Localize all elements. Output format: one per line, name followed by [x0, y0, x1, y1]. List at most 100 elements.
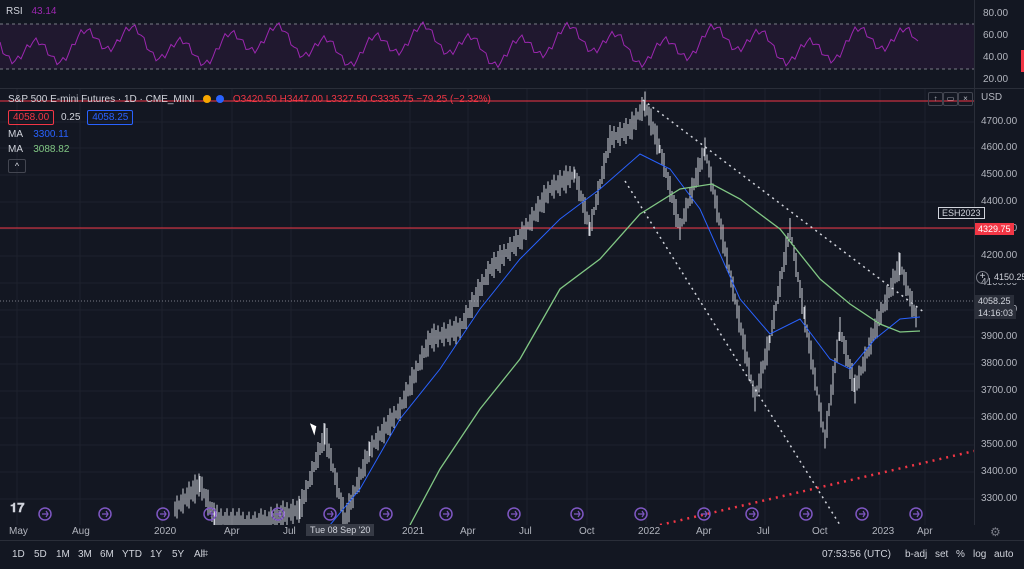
range-button-1d[interactable]: 1D	[12, 549, 25, 560]
last-price-tag: 4058.25	[975, 295, 1014, 307]
dividend-arrow-icon	[855, 507, 869, 521]
time-tick: Jul	[519, 526, 532, 537]
time-tick: Apr	[917, 526, 933, 537]
price-axis[interactable]: USD 4700.004600.004500.004400.004300.004…	[974, 89, 1024, 525]
time-tick: 2023	[872, 526, 895, 537]
rsi-axis-marker	[1021, 50, 1024, 72]
price-tick: 3300.00	[981, 493, 1018, 504]
price-tick: 4200.00	[981, 250, 1018, 261]
ma-fast-legend[interactable]: MA 3300.11	[8, 129, 69, 140]
ma-fast-line	[329, 153, 921, 526]
price-chart	[0, 89, 975, 527]
ma-slow-legend[interactable]: MA 3088.82	[8, 144, 69, 155]
candles	[174, 91, 917, 525]
bar-countdown: 14:16:03	[975, 307, 1017, 319]
bottom-toolbar[interactable]: 1D 5D 1M 3M 6M YTD 1Y 5Y All ⌗ 07:53:56 (UTC) b-…	[0, 540, 1024, 569]
rsi-tick: 80.00	[983, 8, 1009, 19]
channel-lower-trendline	[624, 180, 841, 526]
ask-price[interactable]: 4058.25	[87, 110, 134, 125]
range-button-all[interactable]: All	[194, 549, 206, 560]
rsi-value: 43.14	[31, 6, 57, 17]
collapse-legend-button[interactable]: ^	[8, 159, 26, 173]
symbol-legend[interactable]: S&P 500 E-mini Futures · 1D · CME_MINI O…	[8, 94, 491, 105]
crosshair-date-label: Tue 08 Sep '20	[306, 524, 375, 536]
main-chart-pane[interactable]: S&P 500 E-mini Futures · 1D · CME_MINI O…	[0, 89, 975, 527]
dividend-arrow-icon	[507, 507, 521, 521]
date-range-calendar-icon[interactable]: ⌗	[202, 548, 209, 560]
time-tick: Jul	[283, 526, 296, 537]
rsi-legend[interactable]: RSI 43.14	[6, 6, 56, 17]
scale-control-log[interactable]: log	[973, 549, 987, 560]
price-tick: 3500.00	[981, 439, 1018, 450]
time-tick: Jul	[757, 526, 770, 537]
rsi-pane[interactable]: RSI 43.14	[0, 0, 974, 88]
time-tick: Oct	[579, 526, 595, 537]
dividend-arrow-icon	[271, 507, 285, 521]
ma-fast-value: 3300.11	[33, 129, 69, 140]
symbol-title: S&P 500 E-mini Futures · 1D · CME_MINI	[8, 94, 195, 105]
symbol-tag: ESH2023	[938, 207, 985, 219]
time-tick: Apr	[224, 526, 240, 537]
dividend-arrow-icon	[909, 507, 923, 521]
rsi-tick: 40.00	[983, 52, 1009, 63]
range-button-1m[interactable]: 1M	[56, 549, 70, 560]
support-trendline	[659, 449, 975, 527]
price-tick: 3700.00	[981, 385, 1018, 396]
ohlc-values: O3420.50 H3447.00 L3327.50 C3335.75 −79.…	[232, 94, 491, 105]
price-tick: 4700.00	[981, 116, 1018, 127]
scale-control-auto[interactable]: auto	[994, 549, 1014, 560]
currency-label[interactable]: USD	[981, 92, 1003, 103]
time-tick: 2022	[638, 526, 661, 537]
price-tick: 3800.00	[981, 358, 1018, 369]
dividend-arrow-icon	[745, 507, 759, 521]
ma-fast-label: MA	[8, 129, 23, 140]
dividend-arrow-icon	[799, 507, 813, 521]
pane-divider[interactable]	[0, 88, 1024, 89]
rsi-axis[interactable]: 80.00 60.00 40.00 20.00	[974, 0, 1024, 88]
range-button-ytd[interactable]: YTD	[122, 549, 142, 560]
time-axis[interactable]: May Aug 2020 Apr Jul 2021 Apr Jul Oct 2022 Apr Jul O…	[0, 522, 974, 540]
resistance-price-tag: 4329.75	[975, 223, 1014, 235]
exchange-dot-icon	[203, 95, 212, 104]
time-tick: Apr	[460, 526, 476, 537]
dividend-arrow-icon	[697, 507, 711, 521]
settings-gear-icon[interactable]: ⚙	[990, 525, 1001, 539]
scale-control-set[interactable]: set	[935, 549, 949, 560]
dividend-arrow-icon	[439, 507, 453, 521]
close-icon[interactable]: ×	[958, 92, 973, 106]
ma-slow-label: MA	[8, 144, 23, 155]
dividend-arrow-icon	[38, 507, 52, 521]
tradingview-logo-icon[interactable]: 𝟏𝟕	[10, 500, 25, 515]
maximize-icon[interactable]: ▭	[943, 92, 958, 106]
utc-clock[interactable]: 07:53:56 (UTC)	[822, 549, 891, 560]
channel-upper-trendline	[642, 99, 926, 314]
range-button-5d[interactable]: 5D	[34, 549, 47, 560]
range-button-5y[interactable]: 5Y	[172, 549, 185, 560]
range-button-3m[interactable]: 3M	[78, 549, 92, 560]
dividend-arrow-icon	[323, 507, 337, 521]
bid-price[interactable]: 4058.00	[8, 110, 55, 125]
dividend-arrow-icon	[379, 507, 393, 521]
price-tick: 4400.00	[981, 196, 1018, 207]
alert-price-tag: 4150.25	[991, 271, 1024, 283]
move-up-icon[interactable]: ↑	[928, 92, 943, 106]
rsi-tick: 60.00	[983, 30, 1009, 41]
time-tick: 2021	[402, 526, 425, 537]
ma-slow-line	[409, 183, 921, 526]
price-tick: 3400.00	[981, 466, 1018, 477]
dividend-arrow-icon	[98, 507, 112, 521]
range-button-1y[interactable]: 1Y	[150, 549, 163, 560]
data-dot-icon	[216, 95, 225, 104]
scale-control-percent[interactable]: %	[956, 549, 965, 560]
ma-slow-value: 3088.82	[33, 144, 70, 155]
bid-ask-row[interactable]: 4058.00 0.25 4058.25	[8, 110, 134, 125]
price-tick: 4500.00	[981, 169, 1018, 180]
price-tick: 3600.00	[981, 412, 1018, 423]
spread-value: 0.25	[60, 112, 81, 123]
dividend-arrow-icon	[203, 507, 217, 521]
scale-control-b-adj[interactable]: b-adj	[905, 549, 928, 560]
time-tick: May	[9, 526, 28, 537]
time-tick: Apr	[696, 526, 712, 537]
range-button-6m[interactable]: 6M	[100, 549, 114, 560]
plus-circle-icon[interactable]: +	[976, 271, 989, 284]
